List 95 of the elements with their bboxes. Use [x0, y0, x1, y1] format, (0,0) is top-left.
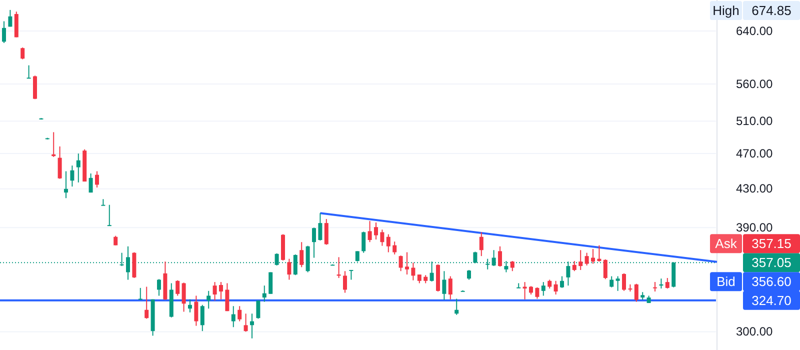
candlestick [442, 270, 446, 300]
candlestick [535, 286, 540, 300]
y-tick-label: 390.00 [736, 220, 774, 234]
candlestick [95, 170, 99, 188]
candlestick [114, 235, 118, 246]
candlestick [206, 290, 211, 310]
candlestick [14, 11, 18, 38]
y-tick-label: 300.00 [736, 324, 774, 339]
candlestick [554, 280, 558, 295]
candlestick [510, 260, 514, 272]
price-tag: 674.85 [743, 1, 800, 20]
tag-label: Ask [710, 234, 742, 254]
candlestick [392, 241, 397, 255]
candlestick [107, 204, 112, 226]
candlestick [250, 313, 254, 339]
candlestick [448, 276, 452, 300]
candlestick [268, 272, 273, 294]
candlestick [374, 222, 378, 240]
candlestick [591, 248, 595, 264]
candlestick [101, 198, 106, 206]
annotation: Ask [715, 236, 738, 252]
candlestick [634, 283, 638, 302]
candlestick [194, 295, 198, 326]
candlestick [386, 234, 390, 253]
y-tick-label: 560.00 [736, 76, 774, 91]
candlestick [380, 229, 384, 246]
candlestick [262, 285, 266, 302]
candlestick [238, 306, 242, 322]
price-tag: 356.60 [743, 272, 800, 292]
candlestick [398, 255, 403, 272]
candlestick [300, 242, 304, 268]
candlestick [318, 212, 322, 242]
candlestick [287, 258, 292, 280]
candlestick [126, 246, 130, 280]
candlestick [212, 282, 217, 302]
candlestick [572, 260, 576, 272]
candlestick [597, 244, 602, 262]
candlestick [2, 20, 6, 44]
y-tick-label: 510.00 [736, 114, 774, 128]
candlestick [616, 276, 620, 292]
candlestick [225, 282, 230, 312]
candlestick [343, 270, 347, 294]
price-tag: 357.15 [743, 234, 800, 254]
tag-label: High [710, 1, 742, 20]
candlestick [157, 278, 161, 296]
candlestick [8, 9, 12, 28]
candlestick [312, 227, 316, 258]
candlestick [88, 172, 93, 194]
candlestick [610, 276, 614, 288]
price-tag: 357.05 [743, 253, 800, 272]
candlestick [200, 304, 204, 332]
candlestick [324, 218, 328, 246]
candlestick [176, 280, 180, 296]
candlestick [58, 146, 62, 180]
ref-line-label: 324.70 [752, 292, 792, 308]
ref-line-label: 357.05 [752, 255, 792, 270]
candlestick [479, 232, 484, 257]
candlestick [256, 300, 260, 320]
candlestick [33, 75, 37, 100]
candlestick [584, 252, 589, 266]
y-tick-label: 640.00 [736, 24, 774, 38]
candlestick [144, 286, 149, 320]
candlestick [349, 269, 354, 280]
tag-label: Bid [710, 272, 742, 292]
candlestick [603, 258, 608, 280]
candlestick [653, 282, 657, 292]
y-tick-label: 430.00 [736, 182, 774, 196]
candlestick [188, 298, 192, 313]
candlestick [20, 46, 25, 60]
candlestick [26, 64, 31, 79]
candlestick [368, 220, 372, 243]
candlestick [405, 252, 409, 276]
candlestick [70, 165, 74, 188]
candlestick [231, 306, 236, 328]
y-tick-label: 470.00 [736, 146, 774, 160]
candlestick [578, 250, 583, 270]
candlestick [64, 170, 68, 199]
candlestick [467, 269, 471, 280]
candlestick [219, 282, 223, 300]
price-tag: 324.70 [743, 290, 800, 310]
candlestick [76, 153, 80, 183]
candlestick [362, 231, 366, 254]
candlestick [665, 277, 670, 290]
candlestick [411, 262, 416, 281]
candlestick [560, 276, 564, 288]
candlestick [454, 298, 459, 316]
candlestick [541, 282, 546, 296]
candlestick [516, 282, 521, 288]
candlestick [622, 272, 626, 292]
candlestick [522, 282, 527, 300]
candlestick [498, 246, 502, 268]
candlestick [182, 282, 186, 312]
candlestick [138, 287, 142, 300]
candlestick [244, 313, 248, 332]
candlestick [492, 250, 496, 267]
